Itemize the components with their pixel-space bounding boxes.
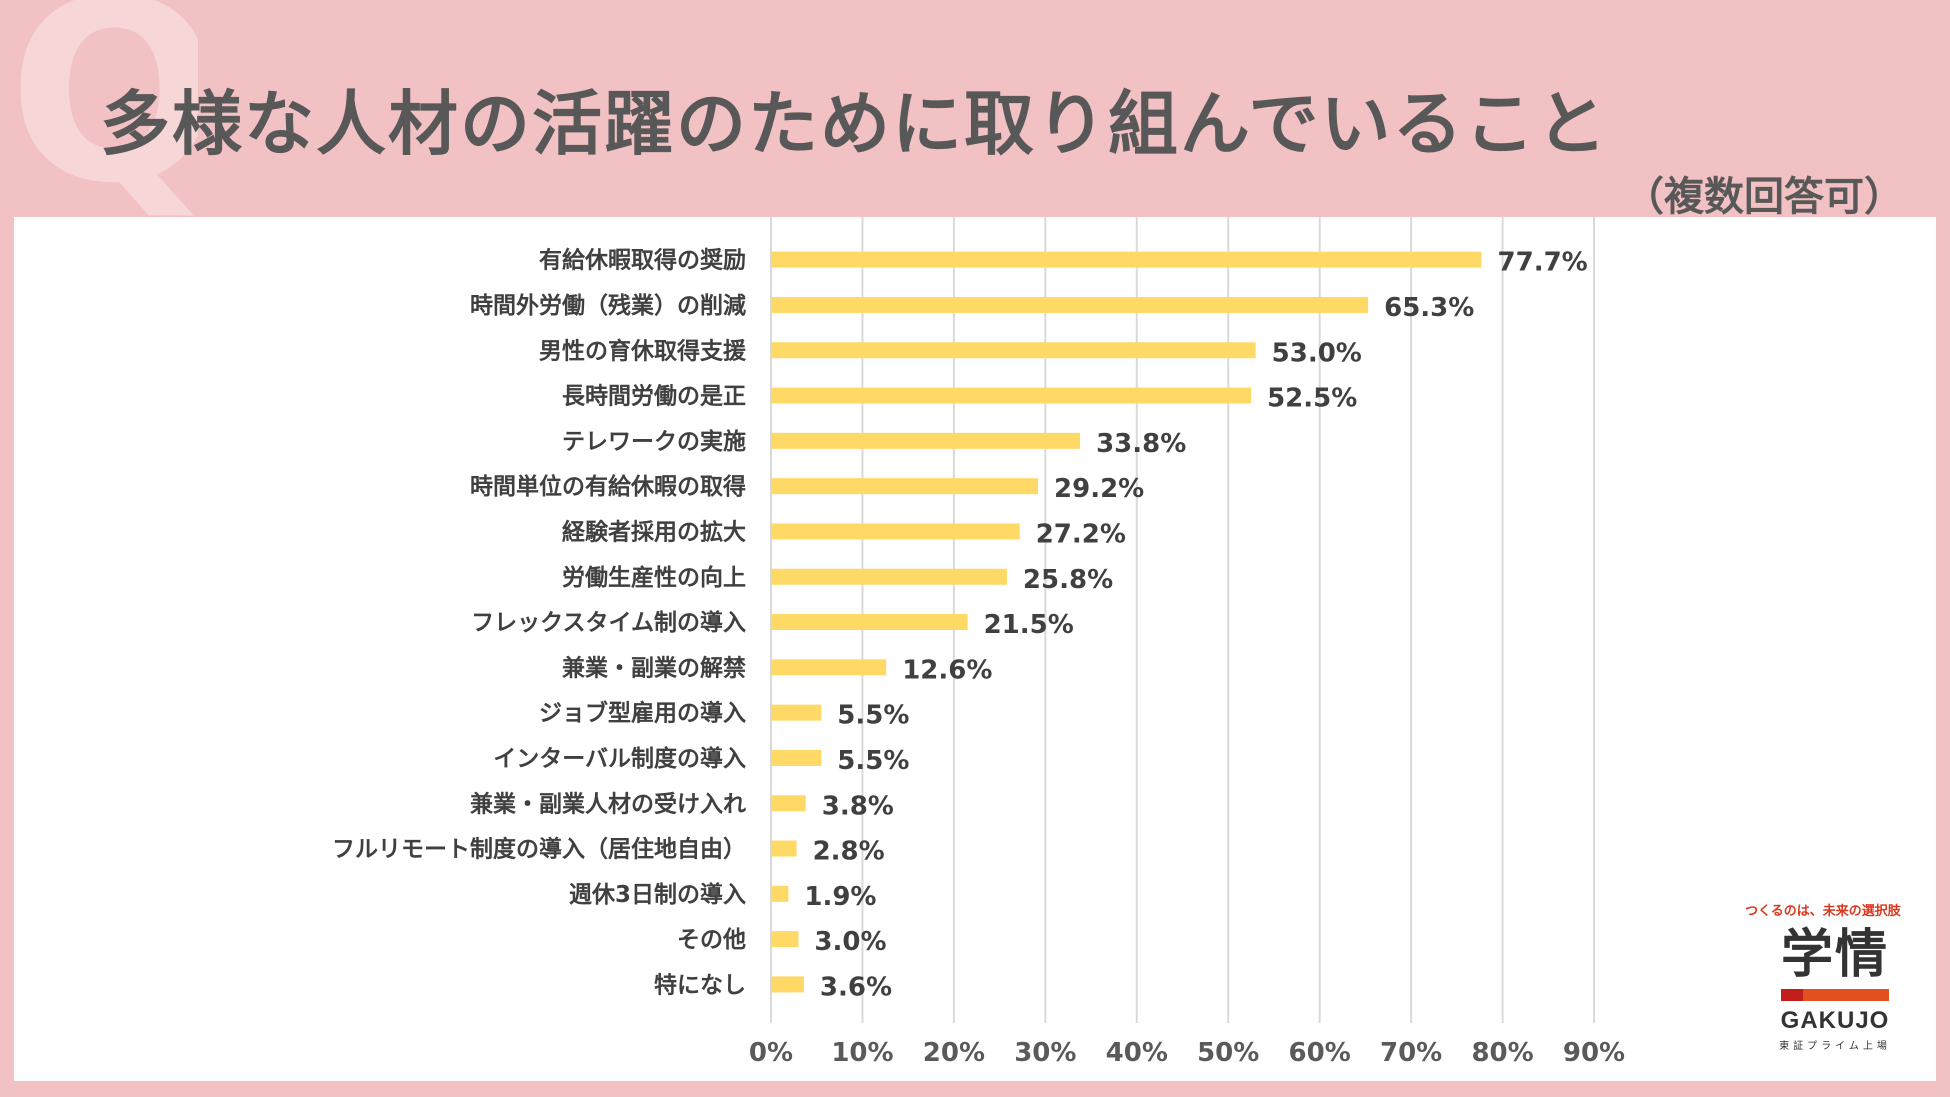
- bar: [771, 659, 887, 676]
- x-tick-label: 0%: [749, 1038, 793, 1068]
- category-label: 週休3日制の導入: [569, 881, 746, 908]
- bar: [771, 749, 822, 766]
- bar: [771, 976, 804, 993]
- value-label: 25.8%: [1023, 565, 1113, 595]
- category-label: フレックスタイム制の導入: [471, 609, 746, 636]
- x-tick-label: 10%: [831, 1038, 893, 1068]
- value-label: 65.3%: [1384, 293, 1474, 323]
- logo-mark: 学情: [1780, 925, 1889, 985]
- bar: [771, 614, 968, 631]
- category-label: 時間外労働（残業）の削減: [470, 292, 746, 319]
- bar: [771, 523, 1020, 540]
- category-label: 長時間労働の是正: [562, 383, 746, 410]
- value-label: 3.6%: [820, 972, 892, 1002]
- logo-color-bar: [1781, 989, 1889, 1001]
- category-label: 有給休暇取得の奨励: [539, 247, 746, 274]
- category-labels: 有給休暇取得の奨励時間外労働（残業）の削減男性の育休取得支援長時間労働の是正テレ…: [332, 247, 747, 999]
- value-label: 5.5%: [837, 701, 909, 731]
- category-label: 兼業・副業人材の受け入れ: [470, 790, 746, 817]
- category-label: 特になし: [654, 972, 746, 998]
- bar: [771, 568, 1007, 585]
- category-label: 兼業・副業の解禁: [562, 654, 746, 681]
- value-label: 12.6%: [902, 655, 992, 685]
- bar: [771, 296, 1369, 313]
- value-label: 1.9%: [804, 882, 876, 912]
- gakujo-logo: つくるのは、未来の選択肢 学情 GAKUJO 東証プライム上場: [1745, 900, 1925, 1052]
- category-label: 労働生産性の向上: [562, 564, 746, 591]
- value-labels: 77.7% 65.3% 53.0% 52.5% 33.8% 29.2% 27.2% 25.8%…: [804, 248, 1587, 1003]
- logo-subtext: 東証プライム上場: [1779, 1041, 1891, 1052]
- value-label: 27.2%: [1036, 519, 1126, 549]
- category-label: その他: [677, 927, 746, 953]
- x-tick-label: 70%: [1380, 1038, 1442, 1068]
- value-label: 33.8%: [1096, 429, 1186, 459]
- bar-chart: 有給休暇取得の奨励時間外労働（残業）の削減男性の育休取得支援長時間労働の是正テレ…: [332, 217, 1625, 1068]
- value-label: 5.5%: [837, 746, 909, 776]
- bar: [771, 432, 1081, 449]
- q-decoration-icon: Q: [8, 0, 198, 224]
- x-tick-label: 20%: [923, 1038, 985, 1068]
- page-subtitle: （複数回答可）: [1624, 174, 1904, 220]
- x-tick-label: 30%: [1014, 1038, 1076, 1068]
- category-label: フルリモート制度の導入（居住地自由）: [332, 836, 746, 863]
- bar: [771, 342, 1256, 359]
- value-label: 21.5%: [984, 610, 1074, 640]
- value-label: 3.0%: [814, 927, 886, 957]
- x-tick-label: 40%: [1106, 1038, 1168, 1068]
- chart-panel: 有給休暇取得の奨励時間外労働（残業）の削減男性の育休取得支援長時間労働の是正 テレ…: [14, 217, 1936, 1081]
- value-label: 3.8%: [822, 791, 894, 821]
- x-tick-label: 60%: [1289, 1038, 1351, 1068]
- bar: [771, 478, 1039, 495]
- bar: [771, 931, 799, 948]
- x-tick-label: 90%: [1563, 1038, 1625, 1068]
- category-label: テレワークの実施: [562, 428, 746, 455]
- category-label: 時間単位の有給休暇の取得: [470, 473, 746, 500]
- bar: [771, 795, 806, 812]
- page-title: 多様な人材の活躍のために取り組んでいること: [100, 83, 1609, 165]
- bar: [771, 251, 1482, 268]
- q-decoration-letter: Q: [8, 0, 198, 224]
- bar: [771, 387, 1252, 404]
- category-label: インターバル制度の導入: [493, 745, 746, 772]
- bars: [771, 251, 1482, 993]
- logo-name: GAKUJO: [1780, 1007, 1890, 1034]
- category-label: 経験者採用の拡大: [562, 518, 746, 545]
- value-label: 53.0%: [1272, 338, 1362, 368]
- category-label: ジョブ型雇用の導入: [539, 700, 746, 727]
- x-tick-label: 80%: [1471, 1038, 1533, 1068]
- category-label: 男性の育休取得支援: [539, 337, 747, 364]
- value-label: 29.2%: [1054, 474, 1144, 504]
- bar: [771, 840, 797, 857]
- x-tick-label: 50%: [1197, 1038, 1259, 1068]
- value-label: 52.5%: [1267, 384, 1357, 414]
- value-label: 77.7%: [1498, 248, 1588, 278]
- bar: [771, 885, 789, 902]
- value-label: 2.8%: [813, 837, 885, 867]
- bar: [771, 704, 822, 721]
- logo-tagline: つくるのは、未来の選択肢: [1745, 904, 1901, 919]
- x-axis-tick-labels: 0% 10% 20% 30% 40% 50% 60% 70% 80% 90%: [749, 1038, 1625, 1068]
